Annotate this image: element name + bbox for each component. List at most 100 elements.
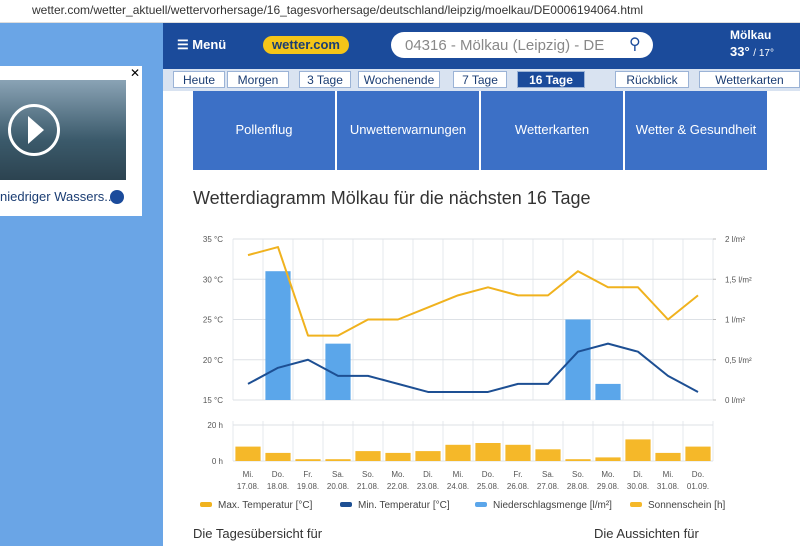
temp-max: 33° xyxy=(730,44,750,59)
menu-button[interactable]: ☰ Menü xyxy=(177,37,227,52)
x-tick-date: 22.08. xyxy=(387,482,409,491)
tab[interactable]: Morgen xyxy=(227,71,289,88)
x-tick-date: 31.08. xyxy=(657,482,679,491)
menu-label: Menü xyxy=(192,37,227,52)
bar xyxy=(295,459,321,461)
x-tick-date: 30.08. xyxy=(627,482,649,491)
close-button[interactable]: ✕ xyxy=(130,66,141,80)
x-tick-label: Do. xyxy=(482,470,494,479)
tab[interactable]: Wochenende xyxy=(358,71,440,88)
location[interactable]: Mölkau xyxy=(730,28,772,42)
x-tick-date: 20.08. xyxy=(327,482,349,491)
bar xyxy=(355,451,381,461)
bar xyxy=(685,446,711,461)
y-tick-label: 35 °C xyxy=(203,235,223,244)
bar xyxy=(535,449,561,461)
tab[interactable]: Heute xyxy=(173,71,225,88)
x-tick-date: 25.08. xyxy=(477,482,499,491)
play-button[interactable] xyxy=(8,104,60,156)
bar xyxy=(565,459,591,461)
nav-bar: ☰ Menü wetter.com 04316 - Mölkau (Leipzi… xyxy=(163,23,800,69)
x-tick-label: Fr. xyxy=(513,470,522,479)
bar xyxy=(475,443,501,461)
y-tick-label: 15 °C xyxy=(203,396,223,405)
x-tick-label: Sa. xyxy=(332,470,344,479)
x-tick-date: 28.08. xyxy=(567,482,589,491)
arrow-icon xyxy=(110,190,124,204)
y2-tick-label: 0,5 l/m² xyxy=(725,356,752,365)
x-tick-date: 18.08. xyxy=(267,482,289,491)
y-tick-label: 25 °C xyxy=(203,316,223,325)
tile[interactable]: Pollenflug xyxy=(193,91,335,170)
x-tick-label: Fr. xyxy=(303,470,312,479)
bar xyxy=(445,444,471,461)
x-tick-label: Mi. xyxy=(663,470,674,479)
search-icon[interactable]: ⚲ xyxy=(629,36,641,53)
legend-swatch xyxy=(340,502,352,507)
bar xyxy=(505,444,531,461)
x-tick-date: 21.08. xyxy=(357,482,379,491)
bar xyxy=(415,451,441,461)
tile[interactable]: Wetter & Gesundheit xyxy=(625,91,767,170)
tab[interactable]: Wetterkarten xyxy=(699,71,800,88)
x-tick-label: Sa. xyxy=(542,470,554,479)
y-tick-label: 20 h xyxy=(207,421,223,430)
search-text: 04316 - Mölkau (Leipzig) - DE xyxy=(405,37,605,54)
tab[interactable]: 3 Tage xyxy=(299,71,351,88)
legend-label: Sonnenschein [h] xyxy=(648,500,726,511)
x-tick-date: 24.08. xyxy=(447,482,469,491)
line xyxy=(247,342,699,393)
legend-label: Niederschlagsmenge [l/m²] xyxy=(493,500,612,511)
y-tick-label: 0 h xyxy=(212,457,223,466)
tab[interactable]: 16 Tage xyxy=(517,71,585,88)
bar xyxy=(595,457,621,461)
bar xyxy=(325,459,351,461)
x-tick-date: 29.08. xyxy=(597,482,619,491)
weather-chart: 15 °C 20 °C 25 °C 30 °C 35 °C 0 l/m² 0,5 l/m² 1… xyxy=(200,235,752,511)
x-tick-date: 01.09. xyxy=(687,482,709,491)
legend-label: Min. Temperatur [°C] xyxy=(358,500,450,511)
x-tick-label: Mi. xyxy=(453,470,464,479)
bar xyxy=(385,452,411,461)
bar xyxy=(595,383,621,400)
heading: Wetterdiagramm Mölkau für die nächsten 1… xyxy=(193,188,591,208)
legend-swatch xyxy=(630,502,642,507)
line xyxy=(247,246,699,337)
ad-caption[interactable]: niedriger Wassers... xyxy=(0,189,116,204)
bar xyxy=(265,271,291,400)
x-tick-date: 19.08. xyxy=(297,482,319,491)
bar xyxy=(265,452,291,461)
bar xyxy=(655,452,681,461)
url-bar[interactable]: wetter.com/wetter_aktuell/wettervorhersa… xyxy=(0,0,800,23)
search-box[interactable]: 04316 - Mölkau (Leipzig) - DE ⚲ xyxy=(391,32,653,58)
bar xyxy=(235,446,261,461)
logo[interactable]: wetter.com xyxy=(263,36,349,54)
x-tick-label: So. xyxy=(362,470,374,479)
x-tick-label: Mi. xyxy=(243,470,254,479)
legend-swatch xyxy=(200,502,212,507)
x-tick-label: Mo. xyxy=(391,470,404,479)
tab[interactable]: Rückblick xyxy=(615,71,689,88)
x-tick-date: 26.08. xyxy=(507,482,529,491)
play-icon xyxy=(28,116,44,144)
x-tick-date: 23.08. xyxy=(417,482,439,491)
y-tick-label: 20 °C xyxy=(203,356,223,365)
x-tick-label: So. xyxy=(572,470,584,479)
bar xyxy=(625,439,651,461)
x-tick-label: Di. xyxy=(633,470,643,479)
video-ad[interactable]: ✕ niedriger Wassers... xyxy=(0,66,142,216)
tab[interactable]: 7 Tage xyxy=(453,71,507,88)
footer-text: Die Tagesübersicht für xyxy=(193,526,323,541)
x-tick-label: Di. xyxy=(423,470,433,479)
y2-tick-label: 2 l/m² xyxy=(725,235,745,244)
current-temp: 33° / 17° xyxy=(730,44,774,59)
x-tick-label: Mo. xyxy=(601,470,614,479)
url: wetter.com/wetter_aktuell/wettervorhersa… xyxy=(32,3,644,17)
y-tick-label: 30 °C xyxy=(203,275,223,284)
x-tick-label: Do. xyxy=(272,470,284,479)
tile[interactable]: Unwetterwarnungen xyxy=(337,91,479,170)
x-tick-date: 27.08. xyxy=(537,482,559,491)
temp-min: / 17° xyxy=(753,48,774,59)
tile[interactable]: Wetterkarten xyxy=(481,91,623,170)
